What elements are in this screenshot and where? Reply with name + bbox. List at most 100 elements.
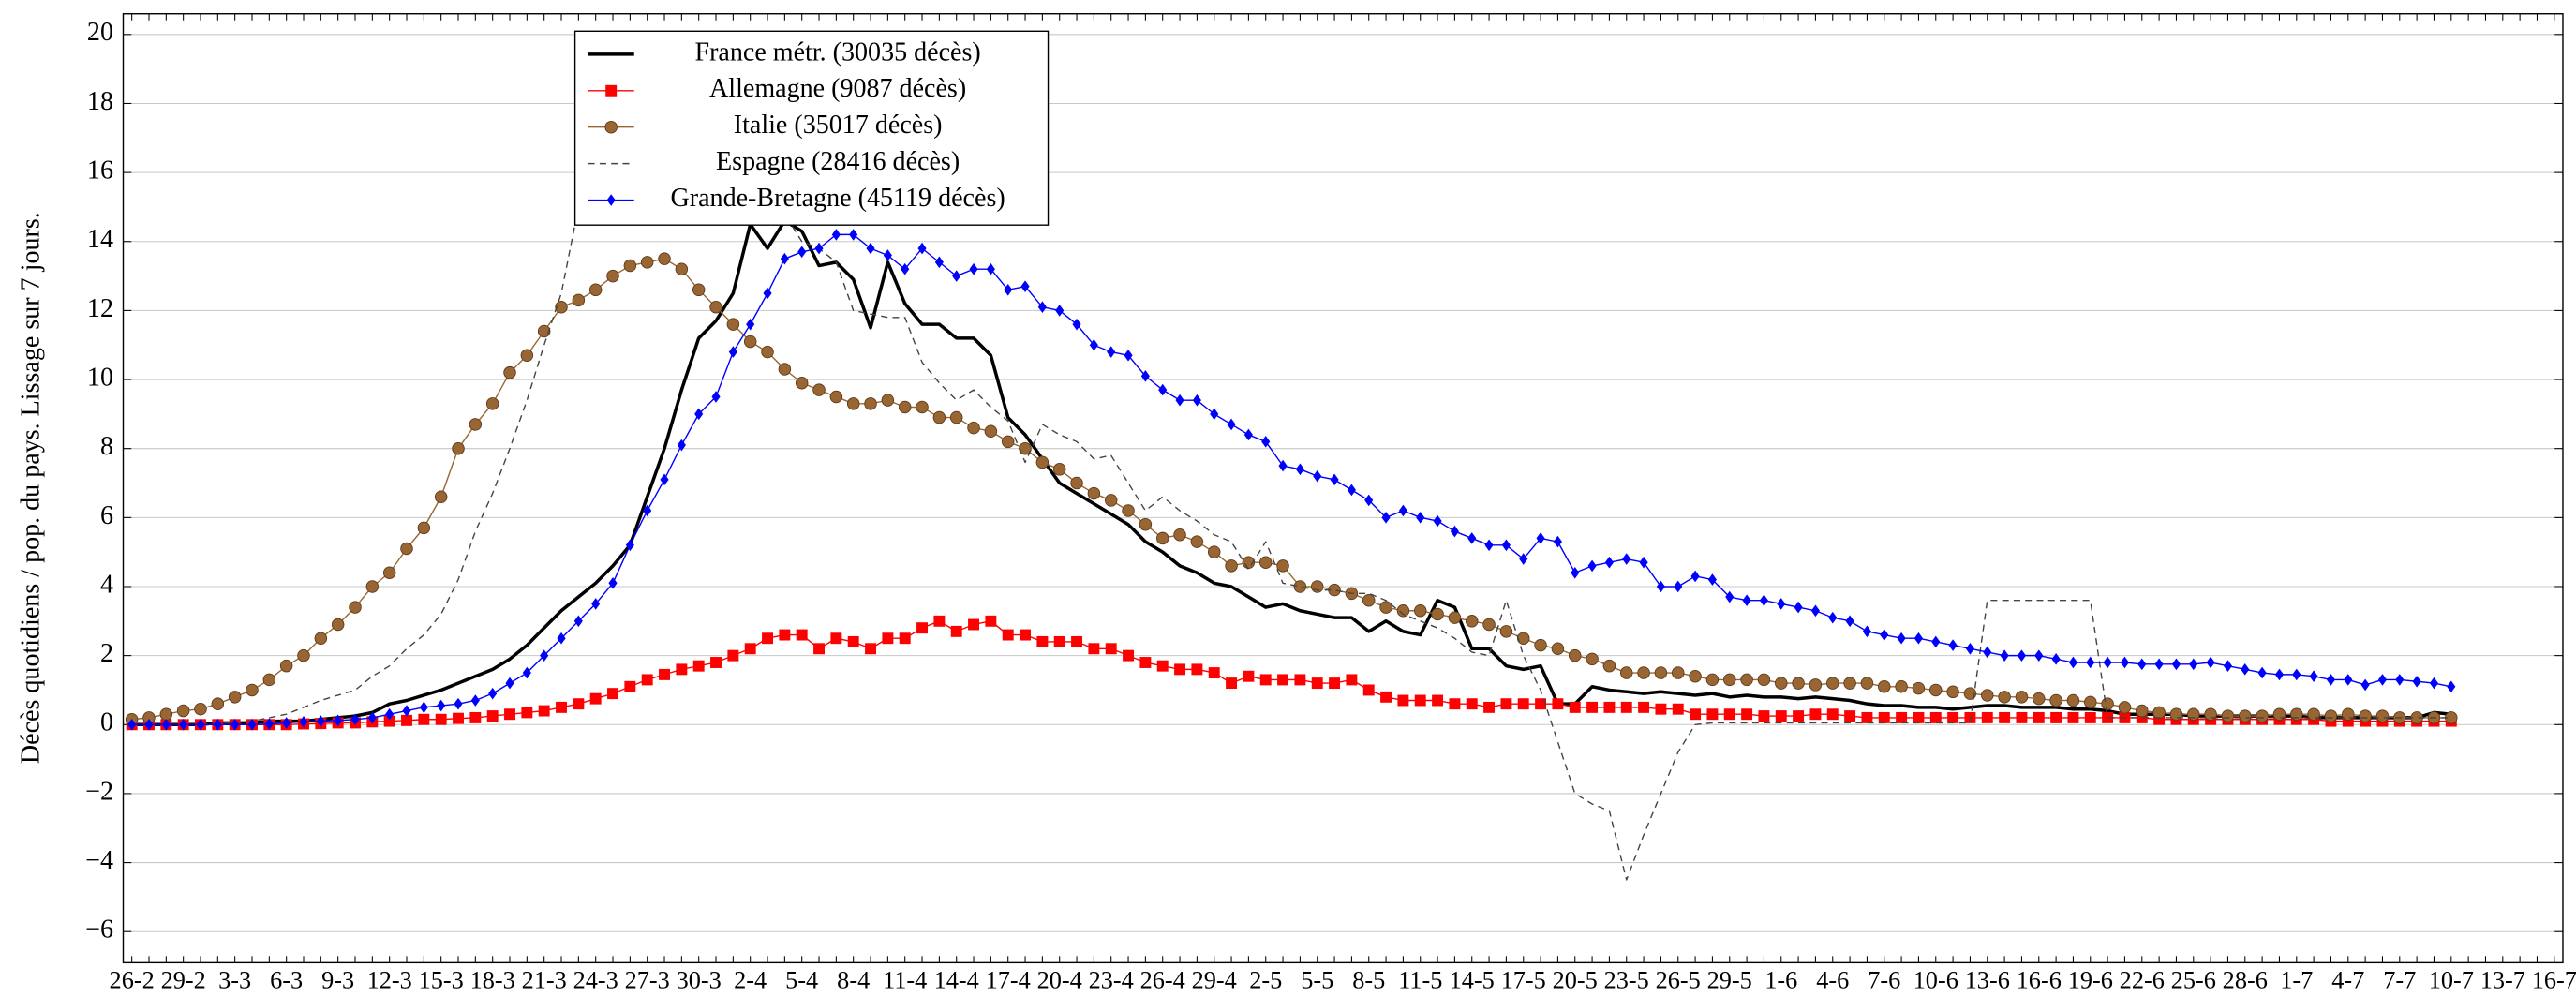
marker [1758, 710, 1770, 722]
marker [1313, 469, 1322, 483]
series [131, 102, 2451, 881]
y-axis-label: Décès quotidiens / pop. du pays. Lissage… [17, 212, 46, 764]
marker [1519, 553, 1528, 565]
marker [1517, 698, 1529, 710]
marker [1139, 517, 1153, 531]
marker [2221, 709, 2235, 722]
marker [2395, 674, 2405, 686]
marker [2066, 693, 2080, 707]
marker [2307, 707, 2320, 721]
marker [1500, 698, 1512, 710]
marker [2326, 674, 2336, 686]
y-tick-label: 4 [100, 570, 113, 599]
x-tick-label: 2-4 [734, 966, 767, 993]
marker [1674, 580, 1683, 593]
marker [2049, 693, 2062, 707]
marker [1294, 674, 1306, 686]
marker [1139, 657, 1152, 668]
marker [2342, 715, 2354, 727]
marker [2239, 709, 2252, 722]
legend-label: Espagne (28416 décès) [716, 147, 960, 176]
marker [1999, 711, 2011, 723]
legend-label: Grande-Bretagne (45119 décès) [671, 184, 1005, 213]
y-tick-label: 10 [87, 363, 113, 392]
y-tick-label: 12 [87, 294, 113, 323]
marker [1208, 667, 1220, 679]
legend-label: Allemagne (9087 décès) [709, 74, 966, 103]
marker [1586, 701, 1599, 713]
marker [641, 674, 653, 686]
x-tick-label: 19-6 [2068, 966, 2113, 993]
marker [454, 697, 463, 710]
x-tick-label: 17-4 [986, 966, 1031, 993]
marker [812, 383, 826, 396]
marker [1311, 677, 1323, 690]
marker [418, 713, 430, 725]
marker [967, 421, 980, 435]
marker [538, 705, 550, 717]
x-tick-label: 5-5 [1301, 966, 1333, 993]
marker [1467, 532, 1477, 544]
marker [1656, 580, 1665, 593]
marker [279, 659, 293, 673]
x-tick-label: 27-3 [625, 966, 670, 993]
marker [899, 632, 911, 645]
marker [385, 707, 395, 721]
marker [1243, 428, 1253, 441]
marker [1225, 559, 1238, 573]
marker [2154, 658, 2164, 671]
marker [1449, 698, 1461, 710]
x-tick-label: 28-6 [2223, 966, 2268, 993]
marker [1466, 698, 1478, 710]
marker [726, 318, 740, 331]
marker [1586, 652, 1599, 666]
marker [1587, 559, 1597, 573]
marker [1912, 681, 1926, 695]
marker [1364, 494, 1374, 507]
marker [711, 391, 721, 403]
marker [537, 324, 551, 338]
marker [1329, 677, 1341, 690]
marker [367, 711, 377, 724]
marker [2290, 707, 2303, 721]
marker [849, 229, 858, 241]
x-tick-label: 4-6 [1816, 966, 1849, 993]
marker [556, 701, 567, 713]
marker [1450, 525, 1459, 538]
marker [2447, 680, 2456, 693]
marker [1087, 486, 1101, 500]
marker [1190, 535, 1204, 548]
marker [2103, 656, 2112, 669]
marker [659, 668, 670, 680]
marker [349, 601, 362, 614]
marker [1433, 514, 1442, 528]
x-tick-label: 8-4 [837, 966, 870, 993]
marker [1362, 593, 1376, 607]
marker [2016, 711, 2028, 723]
marker [985, 615, 997, 627]
marker [331, 618, 345, 632]
marker [1398, 504, 1407, 517]
marker [1207, 545, 1221, 558]
marker [382, 566, 396, 580]
marker [780, 252, 789, 265]
x-tick-label: 11-5 [1398, 966, 1442, 993]
legend: France métr. (30035 décès) Allemagne (908… [573, 30, 1050, 226]
marker [1002, 629, 1014, 641]
x-tick-label: 30-3 [677, 966, 722, 993]
y-tick-label: 8 [100, 432, 113, 461]
marker [1347, 484, 1356, 497]
marker [932, 410, 946, 424]
marker [1689, 669, 1702, 683]
marker [2375, 709, 2390, 722]
marker [1310, 580, 1324, 593]
x-tick-label: 9-3 [321, 966, 354, 993]
x-tick-label: 21-3 [522, 966, 567, 993]
marker [624, 680, 636, 692]
marker [710, 657, 722, 668]
marker [1654, 666, 1668, 679]
marker [2084, 695, 2097, 709]
y-tick-label: 18 [87, 87, 113, 116]
marker [1413, 604, 1427, 618]
